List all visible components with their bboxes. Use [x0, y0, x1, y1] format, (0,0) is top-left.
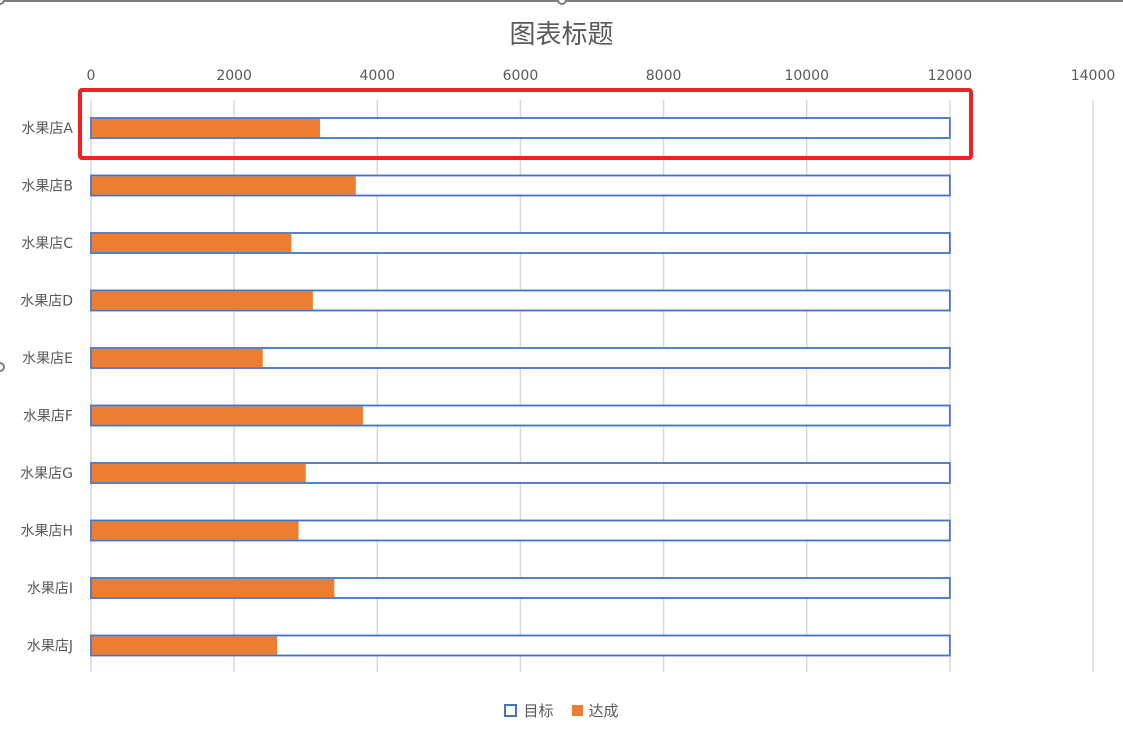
legend-label-achieved: 达成: [588, 702, 619, 720]
x-tick-label-14000: 14000: [1071, 68, 1116, 84]
bar-achieved-6: [92, 464, 306, 482]
category-label-9: 水果店J: [27, 639, 73, 655]
bar-target-7: [90, 519, 951, 542]
bar-achieved-0: [92, 119, 321, 137]
bar-target-4: [90, 347, 951, 369]
resize-handle-middle-left[interactable]: [0, 362, 5, 372]
category-label-2: 水果店C: [21, 236, 73, 252]
category-label-5: 水果店F: [23, 409, 73, 425]
resize-handle-top-center[interactable]: [557, 0, 567, 5]
chart-legend: 目标 达成: [0, 700, 1123, 721]
category-label-0: 水果店A: [21, 121, 73, 137]
x-tick-label-6000: 6000: [503, 68, 539, 84]
category-label-8: 水果店I: [27, 581, 73, 597]
bar-achieved-8: [92, 579, 335, 597]
category-label-3: 水果店D: [20, 294, 73, 310]
resize-handle-top-left[interactable]: [0, 0, 5, 5]
category-label-7: 水果店H: [20, 524, 73, 540]
bar-achieved-3: [92, 291, 313, 310]
category-label-1: 水果店B: [21, 179, 73, 195]
bar-achieved-1: [92, 176, 356, 195]
bar-achieved-9: [92, 636, 278, 655]
category-label-4: 水果店E: [22, 351, 73, 367]
highlight-annotation-box: [78, 88, 973, 160]
x-tick-label-8000: 8000: [646, 68, 682, 84]
bar-target-2: [90, 232, 951, 254]
legend-label-target: 目标: [523, 702, 554, 720]
legend-swatch-target: [504, 704, 518, 717]
bar-achieved-4: [92, 349, 263, 367]
x-tick-label-0: 0: [87, 68, 96, 84]
x-tick-label-2000: 2000: [216, 68, 252, 84]
legend-item-target: 目标: [504, 700, 554, 721]
x-tick-label-10000: 10000: [784, 68, 829, 84]
bar-achieved-2: [92, 234, 292, 252]
legend-item-achieved: 达成: [571, 700, 619, 721]
x-tick-label-12000: 12000: [928, 68, 973, 84]
category-label-6: 水果店G: [20, 466, 73, 482]
chart-title: 图表标题: [509, 20, 614, 50]
legend-swatch-achieved: [571, 705, 583, 716]
bar-achieved-7: [92, 521, 299, 540]
bar-target-9: [90, 634, 951, 657]
bar-achieved-5: [92, 406, 363, 425]
x-tick-label-4000: 4000: [359, 68, 395, 84]
